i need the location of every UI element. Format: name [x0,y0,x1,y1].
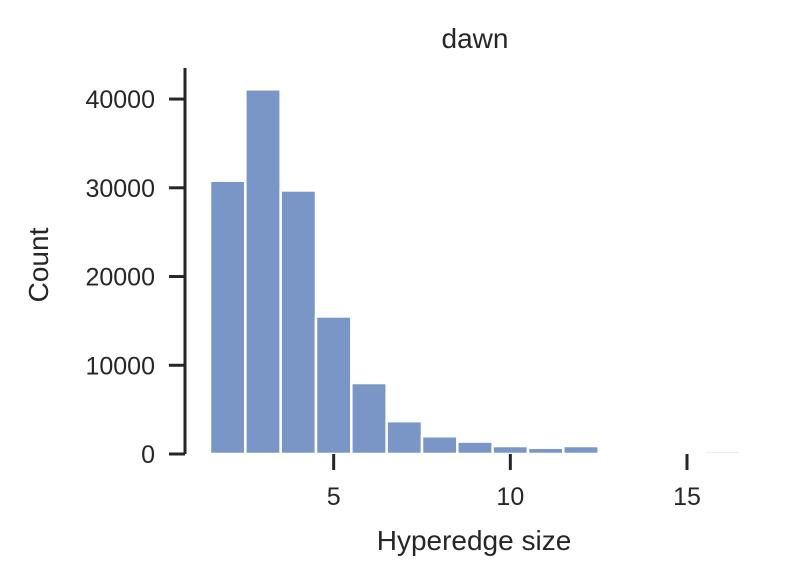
histogram-bar [387,421,422,454]
histogram-bar [563,446,598,454]
x-tick-label: 5 [327,483,341,511]
y-tick-label: 10000 [85,352,155,380]
x-axis-title: Hyperedge size [377,525,572,556]
x-axis-ticks: 5 10 15 [327,454,701,511]
histogram-bar [457,442,492,454]
histogram-bar [351,383,386,454]
x-tick-label: 15 [673,483,701,511]
y-axis-title: Count [23,227,54,302]
histogram-bar [245,89,280,454]
bars-group [210,89,740,454]
y-tick-label: 20000 [85,264,155,292]
histogram-bar [281,190,316,454]
chart-title: dawn [442,23,509,54]
y-tick-label: 0 [141,441,155,469]
histogram-bar [493,446,528,454]
histogram-bar [210,181,245,454]
y-axis-ticks: 0 10000 20000 30000 40000 [85,86,185,469]
histogram-bar [316,316,351,454]
x-tick-label: 10 [496,483,524,511]
y-tick-label: 30000 [85,175,155,203]
histogram-bar [528,448,563,454]
y-tick-label: 40000 [85,86,155,114]
histogram-bar [705,451,740,454]
histogram-bar [422,436,457,454]
histogram-bar [599,453,634,454]
